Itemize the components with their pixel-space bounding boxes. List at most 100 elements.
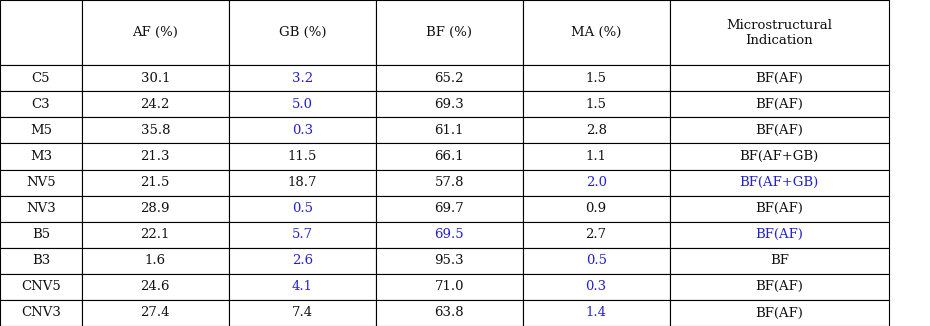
Bar (82, 0, 229, 65)
Text: 2.8: 2.8 (586, 124, 606, 137)
Bar (523, 222, 670, 248)
Text: 69.5: 69.5 (434, 228, 464, 241)
Bar (670, 300, 889, 326)
Text: 61.1: 61.1 (434, 124, 464, 137)
Bar (376, 196, 523, 222)
Bar (82, 196, 229, 222)
Bar (523, 248, 670, 274)
Bar (376, 143, 523, 170)
Text: 30.1: 30.1 (140, 72, 170, 85)
Text: 1.5: 1.5 (586, 98, 606, 111)
Text: 69.3: 69.3 (434, 98, 464, 111)
Text: NV3: NV3 (26, 202, 56, 215)
Bar (523, 196, 670, 222)
Text: M3: M3 (30, 150, 52, 163)
Bar (523, 65, 670, 91)
Bar (523, 274, 670, 300)
Bar (229, 300, 376, 326)
Text: 24.6: 24.6 (140, 280, 170, 293)
Text: 66.1: 66.1 (434, 150, 464, 163)
Bar (82, 143, 229, 170)
Bar (670, 143, 889, 170)
Text: 0.9: 0.9 (586, 202, 606, 215)
Bar (229, 0, 376, 65)
Text: 2.7: 2.7 (586, 228, 606, 241)
Bar (670, 65, 889, 91)
Bar (82, 274, 229, 300)
Text: 0.3: 0.3 (586, 280, 606, 293)
Text: 1.6: 1.6 (145, 254, 166, 267)
Text: 7.4: 7.4 (292, 306, 312, 319)
Text: AF (%): AF (%) (132, 26, 179, 39)
Bar (376, 91, 523, 117)
Text: 2.0: 2.0 (586, 176, 606, 189)
Text: 3.2: 3.2 (292, 72, 312, 85)
Text: 2.6: 2.6 (292, 254, 312, 267)
Text: 0.5: 0.5 (586, 254, 606, 267)
Bar (229, 91, 376, 117)
Bar (670, 248, 889, 274)
Text: 1.5: 1.5 (586, 72, 606, 85)
Bar (82, 170, 229, 196)
Bar (229, 143, 376, 170)
Text: 69.7: 69.7 (434, 202, 464, 215)
Text: C5: C5 (32, 72, 50, 85)
Text: 18.7: 18.7 (287, 176, 317, 189)
Bar (229, 222, 376, 248)
Bar (523, 117, 670, 143)
Text: 5.0: 5.0 (292, 98, 312, 111)
Bar (0, 274, 82, 300)
Bar (0, 248, 82, 274)
Bar (670, 222, 889, 248)
Text: B5: B5 (32, 228, 50, 241)
Bar (82, 248, 229, 274)
Bar (670, 0, 889, 65)
Bar (229, 117, 376, 143)
Text: BF (%): BF (%) (426, 26, 472, 39)
Bar (0, 300, 82, 326)
Text: BF(AF): BF(AF) (755, 228, 804, 241)
Bar (376, 170, 523, 196)
Bar (523, 0, 670, 65)
Bar (0, 0, 82, 65)
Text: GB (%): GB (%) (278, 26, 326, 39)
Text: BF: BF (770, 254, 789, 267)
Text: 24.2: 24.2 (140, 98, 170, 111)
Text: BF(AF): BF(AF) (755, 98, 804, 111)
Bar (0, 65, 82, 91)
Text: 28.9: 28.9 (140, 202, 170, 215)
Bar (670, 91, 889, 117)
Bar (376, 274, 523, 300)
Text: C3: C3 (32, 98, 50, 111)
Text: 1.4: 1.4 (586, 306, 606, 319)
Text: B3: B3 (32, 254, 50, 267)
Bar (229, 196, 376, 222)
Text: BF(AF+GB): BF(AF+GB) (739, 176, 819, 189)
Bar (0, 222, 82, 248)
Bar (0, 143, 82, 170)
Text: BF(AF): BF(AF) (755, 124, 804, 137)
Text: 11.5: 11.5 (287, 150, 317, 163)
Bar (82, 222, 229, 248)
Text: BF(AF): BF(AF) (755, 306, 804, 319)
Text: 57.8: 57.8 (434, 176, 464, 189)
Bar (376, 65, 523, 91)
Bar (523, 170, 670, 196)
Text: CNV5: CNV5 (21, 280, 60, 293)
Text: 63.8: 63.8 (434, 306, 464, 319)
Text: 0.5: 0.5 (292, 202, 312, 215)
Bar (523, 91, 670, 117)
Bar (0, 91, 82, 117)
Text: MA (%): MA (%) (571, 26, 621, 39)
Bar (376, 300, 523, 326)
Bar (0, 170, 82, 196)
Text: 65.2: 65.2 (434, 72, 464, 85)
Text: 95.3: 95.3 (434, 254, 464, 267)
Text: 35.8: 35.8 (140, 124, 170, 137)
Text: 21.5: 21.5 (140, 176, 170, 189)
Bar (82, 300, 229, 326)
Bar (82, 91, 229, 117)
Bar (376, 248, 523, 274)
Bar (523, 300, 670, 326)
Text: 5.7: 5.7 (292, 228, 312, 241)
